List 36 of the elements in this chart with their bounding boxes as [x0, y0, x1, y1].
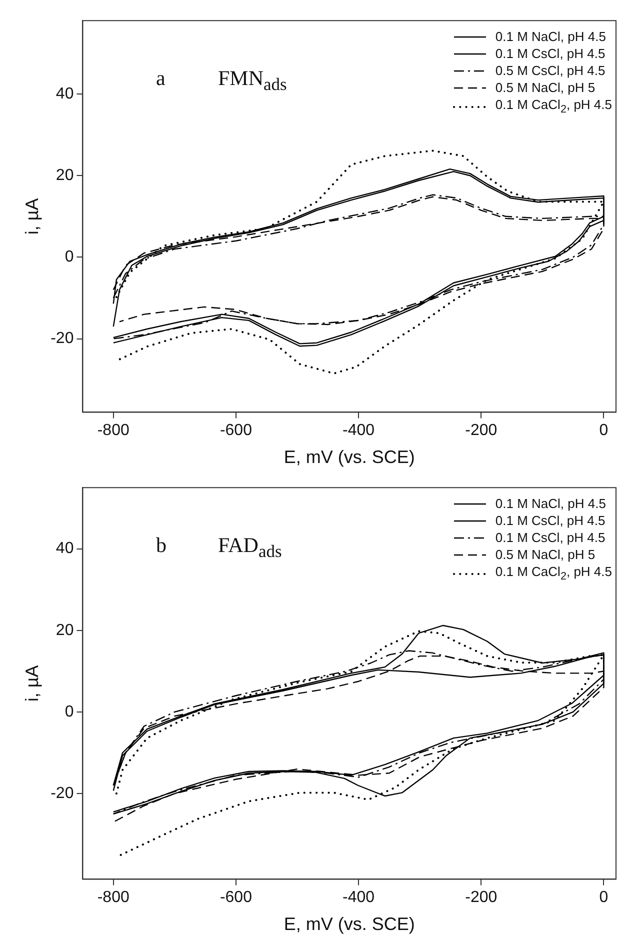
y-tick-label: 40: [56, 85, 74, 102]
x-tick-label: 0: [599, 889, 608, 906]
y-tick-label: 20: [56, 622, 74, 639]
x-tick-label: -600: [220, 422, 252, 440]
legend-label: 0.1 M CaCl$_{2}$, pH 4.5: [495, 563, 612, 585]
legend-label: 0.1 M CsCl, pH 4.5: [495, 529, 606, 546]
x-axis-title: E, mV (vs. SCE): [284, 914, 415, 934]
y-tick-label: -20: [50, 784, 74, 802]
y-tick-label: 0: [64, 248, 74, 266]
annotation: FMN$_{ads}$: [218, 66, 287, 96]
y-axis-title: i, µA: [22, 198, 42, 235]
legend-label: 0.1 M CsCl, pH 4.5: [495, 45, 606, 62]
legend-label: 0.1 M NaCl, pH 4.5: [495, 495, 606, 512]
x-tick-label: -600: [220, 889, 252, 906]
annotation: b: [156, 533, 166, 558]
y-tick-label: 0: [64, 703, 74, 720]
y-axis-title: i, µA: [22, 665, 42, 702]
x-tick-label: -400: [342, 422, 375, 440]
legend-label: 0.1 M NaCl, pH 4.5: [495, 28, 606, 45]
x-tick-label: 0: [599, 422, 608, 440]
legend-label: 0.5 M CsCl, pH 4.5: [495, 62, 606, 79]
x-tick-label: -800: [97, 889, 130, 906]
annotation: a: [156, 66, 166, 91]
y-tick-label: -20: [50, 330, 74, 348]
x-tick-label: -200: [465, 422, 498, 440]
legend-label: 0.1 M CaCl$_{2}$, pH 4.5: [495, 96, 612, 118]
legend-label: 0.5 M NaCl, pH 5: [495, 79, 596, 96]
y-tick-label: 20: [56, 167, 74, 184]
legend-label: 0.1 M CsCl, pH 4.5: [495, 512, 606, 529]
x-tick-label: -200: [465, 889, 498, 906]
x-tick-label: -800: [97, 422, 130, 440]
legend-label: 0.5 M NaCl, pH 5: [495, 546, 596, 563]
y-tick-label: 40: [56, 540, 74, 558]
annotation: FAD$_{ads}$: [218, 533, 282, 562]
x-axis-title: E, mV (vs. SCE): [284, 447, 415, 468]
x-tick-label: -400: [342, 889, 375, 906]
